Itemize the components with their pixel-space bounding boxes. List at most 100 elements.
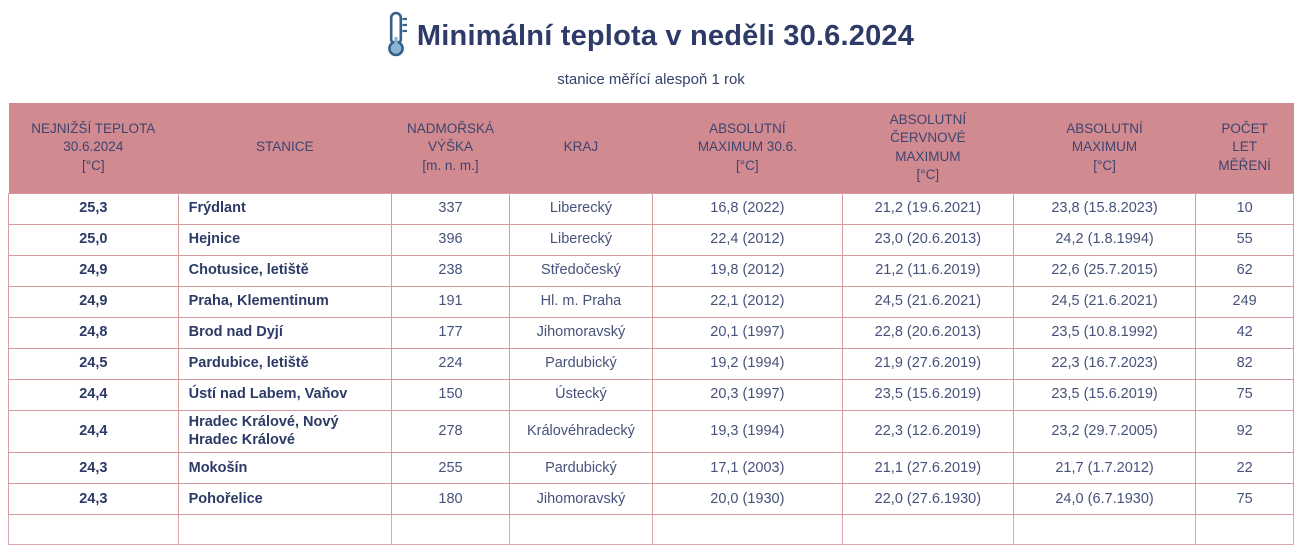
table-row: 24,3 Pohořelice 180 Jihomoravský 20,0 (1… (8, 483, 1294, 516)
abs-max-306-cell: 19,8 (2012) (651, 254, 843, 287)
years-cell: 92 (1195, 409, 1294, 454)
altitude-cell: 150 (390, 378, 511, 411)
station-cell: Ústí nad Labem, Vaňov (177, 378, 392, 411)
abs-max-306-cell: 19,3 (1994) (651, 409, 843, 454)
min-temp-cell: 24,8 (8, 316, 179, 349)
abs-june-max-cell: 22,0 (27.6.1930) (841, 483, 1014, 516)
header-row: NEJNIŽŠÍ TEPLOTA 30.6.2024 [°C] STANICE … (8, 103, 1294, 193)
page-header: Minimální teplota v neděli 30.6.2024 sta… (0, 0, 1302, 88)
abs-max-cell: 23,2 (29.7.2005) (1012, 409, 1197, 454)
region-cell: Středočeský (509, 254, 653, 287)
station-cell: Hejnice (177, 223, 392, 256)
altitude-cell: 224 (390, 347, 511, 380)
stations-table-wrap: NEJNIŽŠÍ TEPLOTA 30.6.2024 [°C] STANICE … (8, 103, 1294, 545)
altitude-cell: 177 (390, 316, 511, 349)
altitude-cell: 396 (390, 223, 511, 256)
table-row: 24,8 Brod nad Dyjí 177 Jihomoravský 20,1… (8, 316, 1294, 349)
region-cell: Pardubický (509, 452, 653, 485)
region-cell: Pardubický (509, 347, 653, 380)
years-cell: 75 (1195, 378, 1294, 411)
years-cell: 249 (1195, 285, 1294, 318)
abs-max-306-cell: 16,8 (2022) (651, 192, 843, 225)
station-cell: Pardubice, letiště (177, 347, 392, 380)
abs-max-cell: 22,3 (16.7.2023) (1012, 347, 1197, 380)
years-cell: 42 (1195, 316, 1294, 349)
station-cell: Chotusice, letiště (177, 254, 392, 287)
page-title: Minimální teplota v neděli 30.6.2024 (416, 20, 915, 52)
table-row: 24,3 Mokošín 255 Pardubický 17,1 (2003) … (8, 452, 1294, 485)
station-cell: Mokošín (177, 452, 392, 485)
table-row: 24,4 Hradec Králové, Nový Hradec Králové… (8, 409, 1294, 454)
abs-june-max-cell: 21,1 (27.6.2019) (841, 452, 1014, 485)
years-cell: 55 (1195, 223, 1294, 256)
abs-max-cell: 22,6 (25.7.2015) (1012, 254, 1197, 287)
table-row (8, 514, 1294, 545)
abs-max-cell: 21,7 (1.7.2012) (1012, 452, 1197, 485)
station-cell: Frýdlant (177, 192, 392, 225)
years-cell: 62 (1195, 254, 1294, 287)
abs-max-306-cell: 19,2 (1994) (651, 347, 843, 380)
abs-max-cell: 23,5 (15.6.2019) (1012, 378, 1197, 411)
abs-june-max-cell: 24,5 (21.6.2021) (841, 285, 1014, 318)
col-header-region: KRAJ (509, 103, 653, 193)
abs-june-max-cell: 21,9 (27.6.2019) (841, 347, 1014, 380)
station-cell: Praha, Klementinum (177, 285, 392, 318)
table-row: 24,9 Praha, Klementinum 191 Hl. m. Praha… (8, 285, 1294, 318)
region-cell (509, 514, 653, 545)
table-row: 24,5 Pardubice, letiště 224 Pardubický 1… (8, 347, 1294, 380)
altitude-cell: 238 (390, 254, 511, 287)
years-cell: 82 (1195, 347, 1294, 380)
years-cell: 75 (1195, 483, 1294, 516)
min-temp-cell: 24,9 (8, 285, 179, 318)
region-cell: Liberecký (509, 223, 653, 256)
min-temp-cell (8, 514, 179, 545)
table-row: 25,3 Frýdlant 337 Liberecký 16,8 (2022) … (8, 192, 1294, 225)
abs-max-cell (1012, 514, 1197, 545)
col-header-altitude: NADMOŘSKÁ VÝŠKA [m. n. m.] (391, 103, 510, 193)
abs-max-306-cell: 17,1 (2003) (651, 452, 843, 485)
title-row: Minimální teplota v neděli 30.6.2024 (0, 11, 1302, 62)
station-cell (177, 514, 392, 545)
abs-june-max-cell: 23,0 (20.6.2013) (841, 223, 1014, 256)
min-temp-cell: 24,4 (8, 409, 179, 454)
station-cell: Brod nad Dyjí (177, 316, 392, 349)
min-temp-cell: 24,5 (8, 347, 179, 380)
abs-max-306-cell: 22,1 (2012) (651, 285, 843, 318)
table-header: NEJNIŽŠÍ TEPLOTA 30.6.2024 [°C] STANICE … (8, 103, 1294, 193)
min-temp-cell: 24,3 (8, 483, 179, 516)
table-body: 25,3 Frýdlant 337 Liberecký 16,8 (2022) … (8, 192, 1294, 545)
abs-max-306-cell: 20,0 (1930) (651, 483, 843, 516)
table-row: 24,4 Ústí nad Labem, Vaňov 150 Ústecký 2… (8, 378, 1294, 411)
min-temp-cell: 24,4 (8, 378, 179, 411)
min-temp-cell: 24,9 (8, 254, 179, 287)
col-header-min-temp: NEJNIŽŠÍ TEPLOTA 30.6.2024 [°C] (8, 103, 179, 193)
abs-max-cell: 24,0 (6.7.1930) (1012, 483, 1197, 516)
abs-june-max-cell: 21,2 (11.6.2019) (841, 254, 1014, 287)
abs-max-306-cell: 22,4 (2012) (651, 223, 843, 256)
abs-max-cell: 24,2 (1.8.1994) (1012, 223, 1197, 256)
abs-max-cell: 24,5 (21.6.2021) (1012, 285, 1197, 318)
altitude-cell: 180 (390, 483, 511, 516)
abs-max-306-cell: 20,1 (1997) (651, 316, 843, 349)
table-row: 24,9 Chotusice, letiště 238 Středočeský … (8, 254, 1294, 287)
col-header-station: STANICE (178, 103, 392, 193)
col-header-abs-june-max: ABSOLUTNÍ ČERVNOVÉ MAXIMUM [°C] (842, 103, 1014, 193)
thermometer-icon (388, 11, 407, 62)
altitude-cell: 191 (390, 285, 511, 318)
station-cell: Pohořelice (177, 483, 392, 516)
abs-max-cell: 23,8 (15.8.2023) (1012, 192, 1197, 225)
altitude-cell: 255 (390, 452, 511, 485)
col-header-abs-max: ABSOLUTNÍ MAXIMUM [°C] (1013, 103, 1196, 193)
altitude-cell (390, 514, 511, 545)
altitude-cell: 278 (390, 409, 511, 454)
abs-june-max-cell: 22,3 (12.6.2019) (841, 409, 1014, 454)
abs-june-max-cell: 23,5 (15.6.2019) (841, 378, 1014, 411)
altitude-cell: 337 (390, 192, 511, 225)
col-header-years: POČET LET MĚŘENÍ (1195, 103, 1294, 193)
abs-june-max-cell: 21,2 (19.6.2021) (841, 192, 1014, 225)
abs-max-306-cell (651, 514, 843, 545)
region-cell: Jihomoravský (509, 483, 653, 516)
region-cell: Hl. m. Praha (509, 285, 653, 318)
abs-max-306-cell: 20,3 (1997) (651, 378, 843, 411)
table-row: 25,0 Hejnice 396 Liberecký 22,4 (2012) 2… (8, 223, 1294, 256)
